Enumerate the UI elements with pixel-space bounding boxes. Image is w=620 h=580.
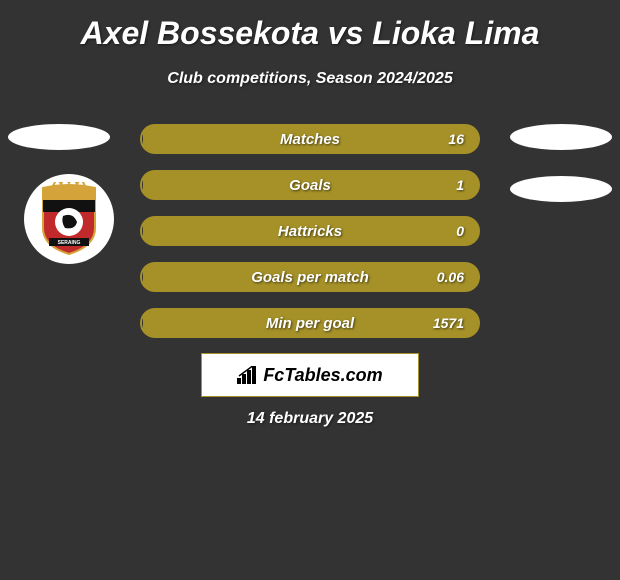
stat-value: 16: [448, 131, 464, 147]
brand-text: FcTables.com: [237, 365, 382, 386]
stat-label: Hattricks: [278, 223, 342, 240]
stat-row: Min per goal 1571: [140, 308, 480, 338]
stat-label: Min per goal: [266, 315, 354, 332]
stat-value: 1571: [433, 315, 464, 331]
stat-row: Matches 16: [140, 124, 480, 154]
player-portrait-right-placeholder-1: [510, 124, 612, 150]
svg-text:SERAING: SERAING: [58, 240, 81, 246]
stat-row: Hattricks 0: [140, 216, 480, 246]
stat-row: Goals 1: [140, 170, 480, 200]
player-portrait-right-placeholder-2: [510, 176, 612, 202]
stat-value: 0: [456, 223, 464, 239]
shield-icon: SERAING: [39, 182, 99, 256]
stat-value: 1: [456, 177, 464, 193]
subtitle: Club competitions, Season 2024/2025: [0, 70, 620, 88]
brand-label: FcTables.com: [263, 365, 382, 386]
brand-box[interactable]: FcTables.com: [201, 353, 419, 397]
stat-row: Goals per match 0.06: [140, 262, 480, 292]
stats-container: Matches 16 Goals 1 Hattricks 0 Goals per…: [140, 124, 480, 354]
bar-chart-icon: [237, 366, 259, 384]
stat-value: 0.06: [437, 269, 464, 285]
stat-label: Matches: [280, 131, 340, 148]
player-portrait-left-placeholder: [8, 124, 110, 150]
stat-label: Goals: [289, 177, 331, 194]
comparison-title: Axel Bossekota vs Lioka Lima: [0, 0, 620, 52]
stat-label: Goals per match: [251, 269, 369, 286]
date-text: 14 february 2025: [0, 410, 620, 428]
club-logo: SERAING: [24, 174, 114, 264]
